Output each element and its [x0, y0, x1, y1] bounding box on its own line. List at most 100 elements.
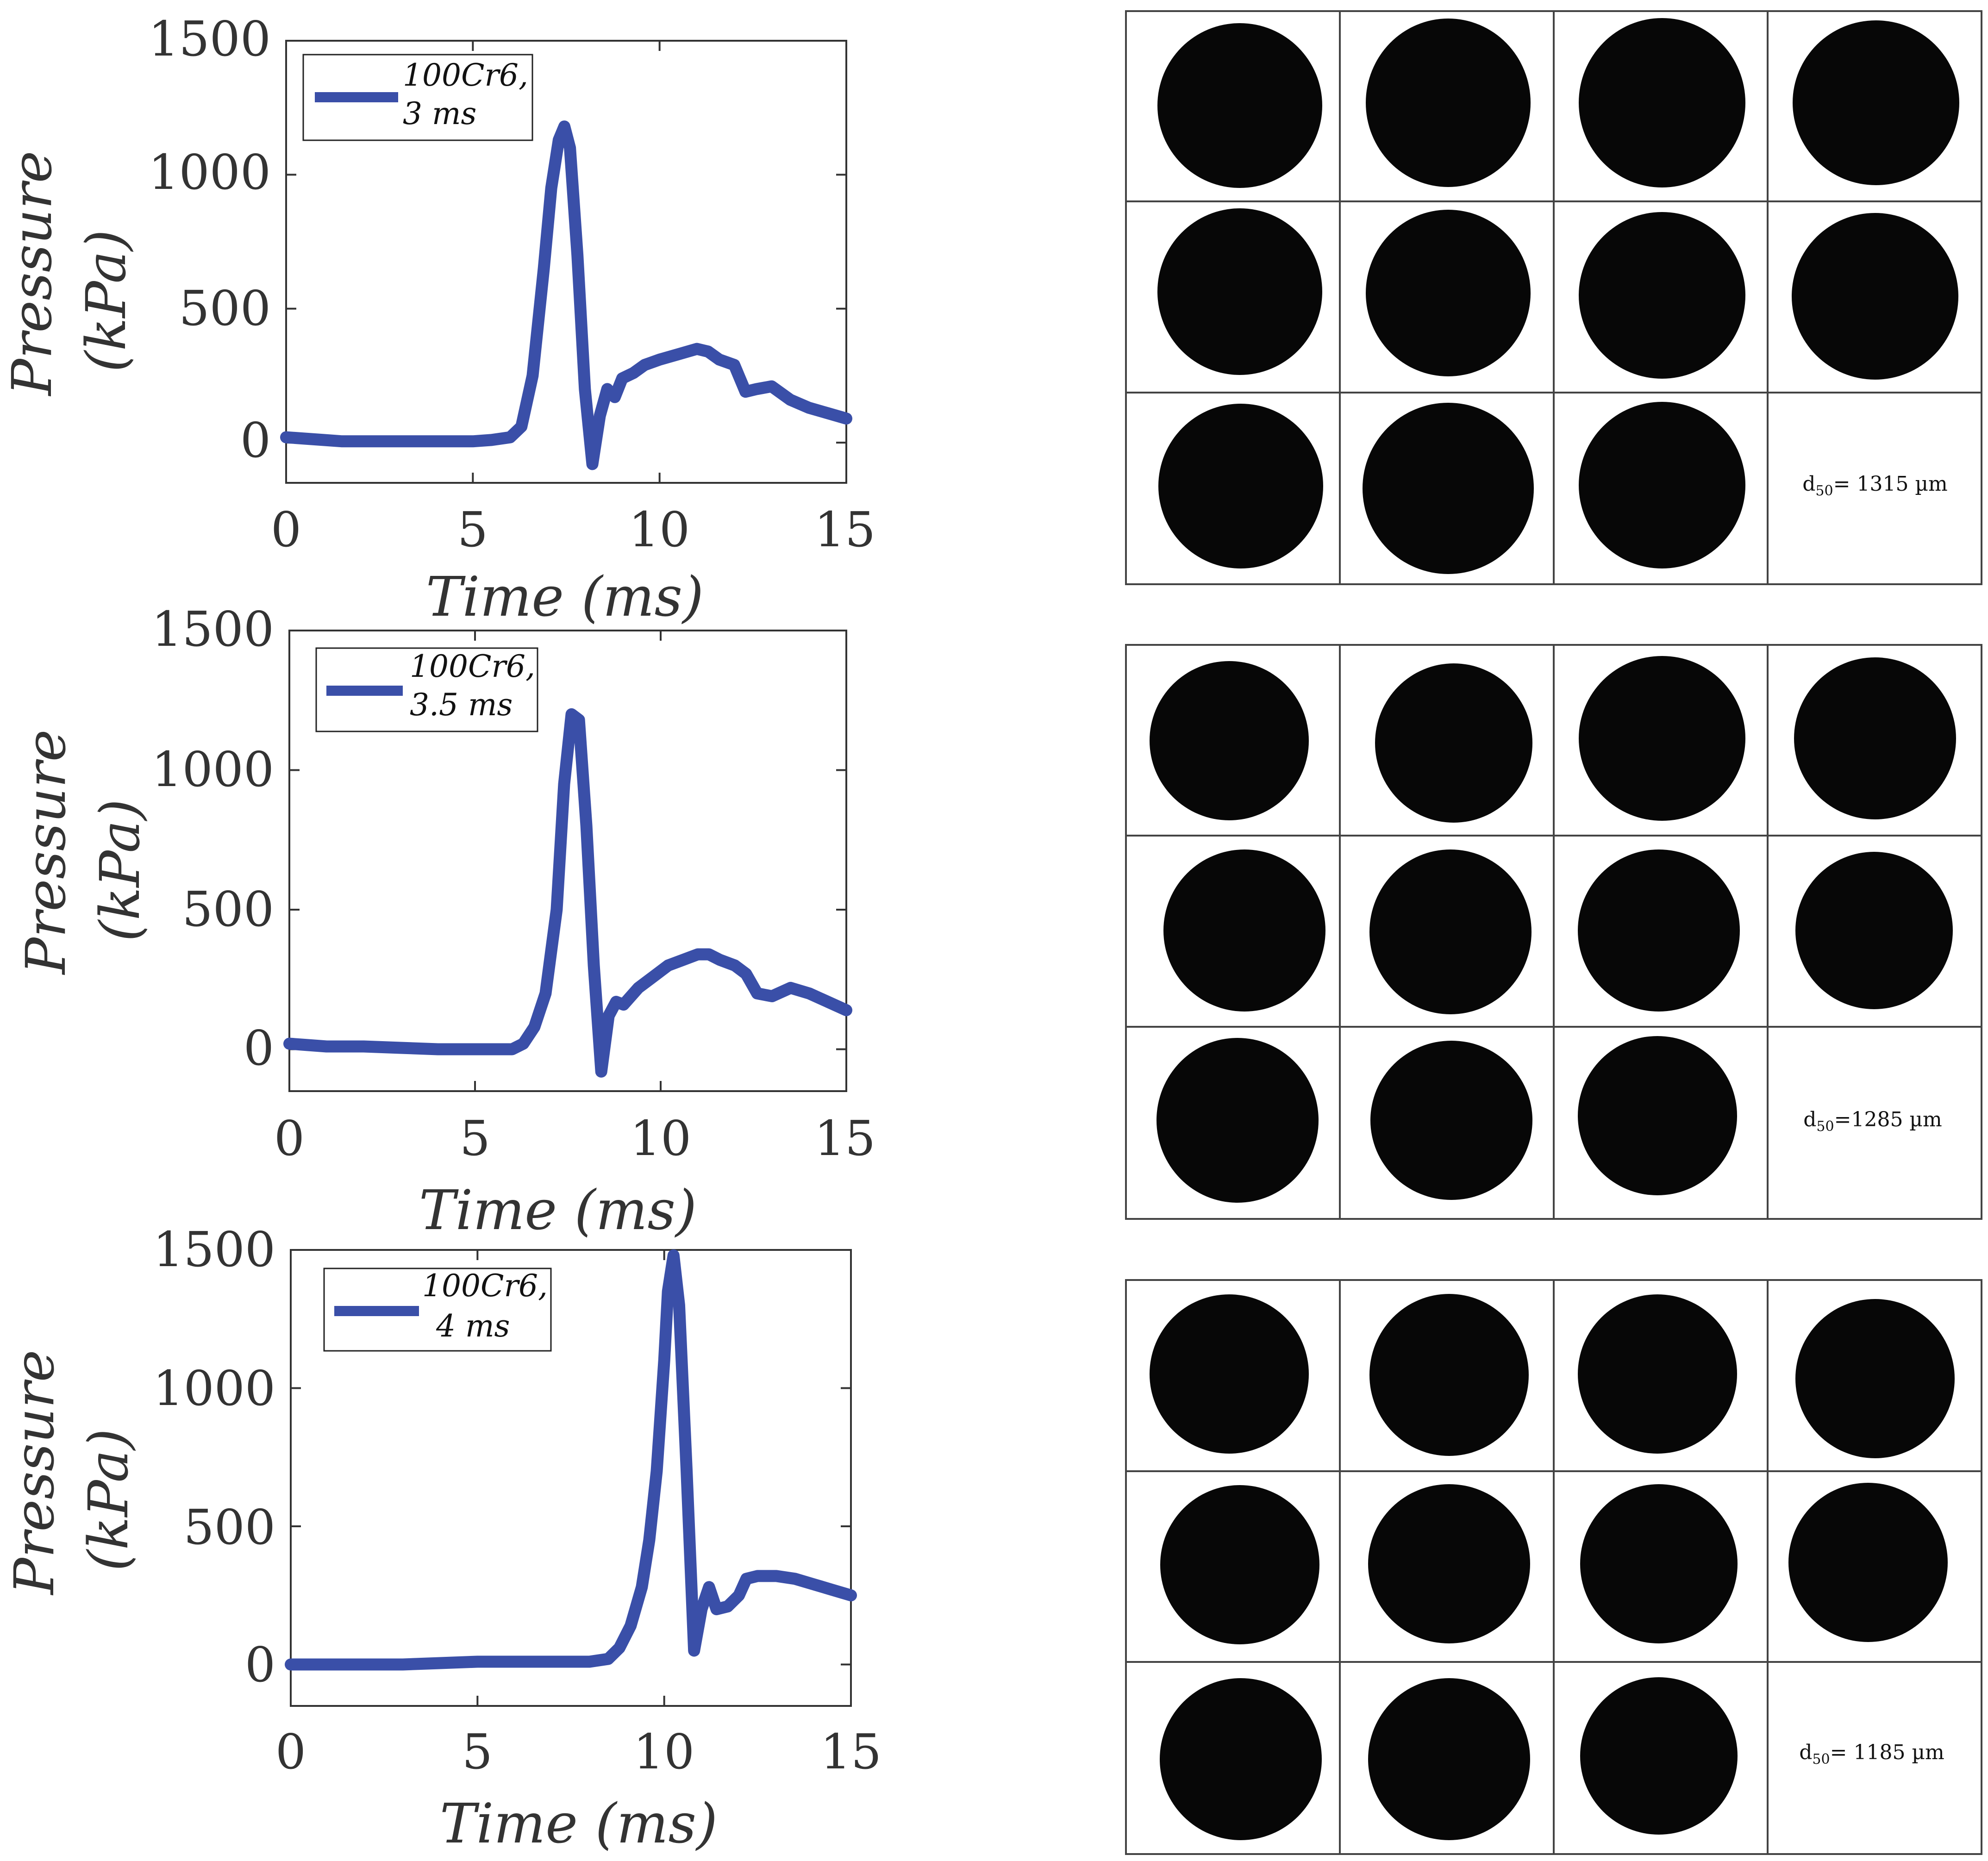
chart-1-ytick-label: 1000 [148, 144, 271, 200]
chart-3-ytick-label: 1500 [153, 1221, 275, 1278]
chart-1-legend: 100Cr6, 3 ms [302, 54, 533, 141]
chart-1-xlabel: Time (ms) [426, 565, 704, 629]
chart-1-series-line [280, 120, 852, 470]
chart-2: 0 500 1000 1500 0 5 10 15 Time (ms) Pres… [14, 601, 875, 1242]
chart-1-ytick-label: 500 [179, 280, 271, 337]
chart-1-tick-labels: 0 500 1000 1500 0 5 10 15 [148, 11, 875, 558]
chart-2-series-line [283, 708, 852, 1078]
droplet-image [1163, 849, 1325, 1012]
chart-1-xtick-label: 0 [271, 501, 301, 558]
chart-1-xtick-label: 15 [814, 501, 875, 558]
chart-2-xtick-label: 10 [630, 1110, 691, 1167]
chart-2-xlabel: Time (ms) [419, 1178, 697, 1242]
droplet-image [1579, 18, 1745, 187]
droplet-image [1788, 1483, 1948, 1642]
droplet-image [1794, 657, 1956, 819]
chart-3-xtick-label: 0 [275, 1724, 306, 1780]
chart-2-legend-label-line1: 100Cr6, [410, 649, 535, 684]
droplet-grid-3: d50= 1185 µm [1125, 1279, 1982, 1855]
d50-value: = 1185 µm [1830, 1741, 1944, 1764]
droplet-image [1579, 656, 1745, 821]
chart-2-tick-labels: 0 500 1000 1500 0 5 10 15 [151, 601, 875, 1167]
chart-3-legend: 100Cr6, 4 ms [323, 1268, 552, 1352]
droplet-image [1579, 402, 1745, 568]
chart-3-xlabel: Time (ms) [440, 1792, 718, 1855]
d50-value: = 1315 µm [1833, 472, 1948, 496]
droplet-image [1368, 1678, 1530, 1840]
chart-2-xtick-label: 5 [460, 1110, 490, 1167]
chart-3-ytick-label: 500 [183, 1499, 275, 1555]
chart-3-ylabel-line2: (kPa) [76, 1429, 140, 1571]
droplet-image [1368, 1484, 1530, 1643]
chart-2-legend-box [315, 647, 538, 732]
d50-symbol: d [1802, 472, 1815, 496]
droplet-image [1158, 404, 1323, 568]
droplet-image [1157, 23, 1322, 188]
chart-3-tick-labels: 0 500 1000 1500 0 5 10 15 [153, 1221, 881, 1780]
droplet-image [1580, 1677, 1738, 1835]
d50-subscript: 50 [1816, 1118, 1834, 1135]
d50-subscript: 50 [1815, 483, 1833, 499]
chart-2-legend: 100Cr6, 3.5 ms [315, 647, 538, 732]
chart-1-ytick-label: 0 [240, 412, 271, 468]
droplet-image [1578, 1036, 1737, 1195]
droplet-image [1150, 661, 1309, 820]
chart-1-ytick-label: 1500 [148, 11, 271, 67]
chart-2-xtick-label: 15 [814, 1110, 875, 1167]
chart-3-ytick-label: 1000 [153, 1360, 275, 1417]
chart-1-legend-label-line2: 3 ms [403, 96, 476, 131]
chart-2-ylabel-line1: Pressure [14, 730, 78, 975]
chart-1-ylabel-line1: Pressure [0, 151, 64, 397]
droplet-image [1792, 213, 1958, 380]
droplet-image [1363, 403, 1534, 574]
droplet-image [1150, 1294, 1309, 1454]
grid-2-d50-label: d50=1285 µm [1803, 1108, 1942, 1135]
droplet-image [1157, 208, 1322, 375]
d50-value: =1285 µm [1834, 1108, 1942, 1131]
chart-2-legend-label-line2: 3.5 ms [410, 687, 513, 723]
droplet-image [1160, 1678, 1322, 1840]
chart-1-legend-label-line1: 100Cr6, [403, 57, 528, 93]
chart-3-legend-label-line2: 4 ms [436, 1308, 510, 1344]
d50-symbol: d [1803, 1108, 1816, 1131]
chart-2-ytick-label: 1000 [151, 741, 274, 798]
droplet-image [1157, 1038, 1319, 1203]
chart-1-xtick-label: 10 [629, 501, 690, 558]
droplet-image [1370, 1041, 1532, 1200]
chart-3-ytick-label: 0 [245, 1636, 275, 1693]
d50-symbol: d [1799, 1741, 1812, 1764]
droplet-image [1579, 212, 1745, 379]
chart-1: 0 500 1000 1500 0 5 10 15 Time (ms) Pres… [0, 11, 875, 629]
grid-3-d50-label: d50= 1185 µm [1799, 1741, 1944, 1767]
chart-3: 0 500 1000 1500 0 5 10 15 Time (ms) Pres… [2, 1221, 881, 1855]
droplet-image [1795, 852, 1953, 1009]
chart-3-xtick-label: 15 [820, 1724, 881, 1780]
droplet-image [1578, 1294, 1737, 1454]
droplet-image [1369, 1294, 1529, 1456]
chart-1-plot-frame [285, 40, 847, 484]
droplet-image [1369, 849, 1532, 1014]
chart-1-ylabel-line2: (kPa) [74, 230, 138, 372]
droplet-image [1366, 210, 1531, 376]
droplet-image [1580, 1484, 1738, 1643]
chart-2-ylabel-line2: (kPa) [88, 799, 152, 942]
chart-3-series-line [285, 1249, 857, 1671]
chart-3-xtick-label: 10 [633, 1724, 694, 1780]
chart-2-ytick-label: 0 [244, 1020, 274, 1076]
droplet-image [1160, 1485, 1319, 1644]
droplet-grid-2: d50=1285 µm [1125, 644, 1982, 1220]
grid-1-d50-label: d50= 1315 µm [1802, 472, 1948, 499]
d50-subscript: 50 [1812, 1751, 1830, 1767]
droplet-image [1366, 19, 1531, 187]
droplet-image [1578, 849, 1740, 1012]
chart-3-plot-frame [290, 1249, 852, 1707]
chart-1-xtick-label: 5 [457, 501, 488, 558]
chart-3-legend-label-line1: 100Cr6, [422, 1268, 548, 1304]
droplet-image [1795, 1299, 1955, 1458]
droplet-image [1375, 663, 1532, 823]
chart-3-xtick-label: 5 [462, 1724, 493, 1780]
chart-2-xtick-label: 0 [274, 1110, 305, 1167]
chart-2-ytick-label: 500 [182, 881, 274, 937]
chart-3-ylabel-line1: Pressure [2, 1350, 66, 1596]
